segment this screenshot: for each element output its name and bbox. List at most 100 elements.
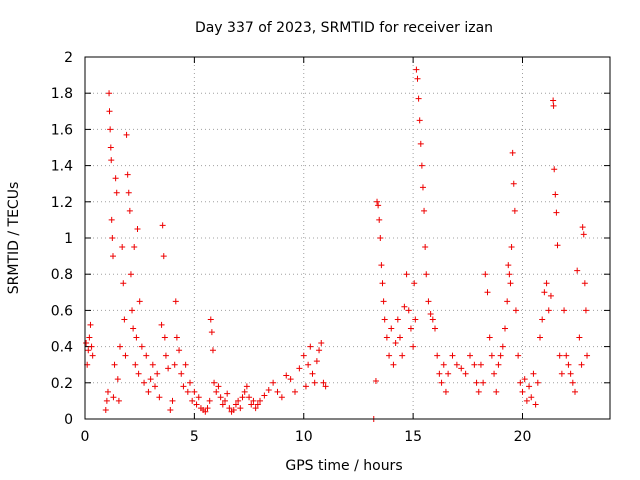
data-point [545, 307, 552, 314]
data-point [462, 370, 469, 377]
data-point [235, 397, 242, 404]
data-point [381, 316, 388, 323]
data-point [107, 144, 114, 151]
data-point [224, 390, 231, 397]
data-point [506, 271, 513, 278]
data-point [158, 321, 165, 328]
data-point [108, 216, 115, 223]
data-point [265, 387, 272, 394]
y-tick-label: 2 [64, 50, 73, 66]
data-point [429, 316, 436, 323]
data-point [561, 307, 568, 314]
data-point [261, 392, 268, 399]
data-point [390, 361, 397, 368]
data-point [392, 339, 399, 346]
data-point [141, 379, 148, 386]
data-point [147, 376, 154, 383]
data-point [113, 189, 120, 196]
data-point [257, 397, 263, 404]
x-tick-label: 0 [81, 429, 90, 445]
data-point [131, 244, 138, 251]
data-point [504, 298, 511, 305]
data-point [449, 352, 456, 359]
data-point [567, 370, 574, 377]
data-point [576, 334, 583, 341]
data-point [211, 379, 218, 386]
data-point [120, 280, 127, 287]
data-point [241, 388, 248, 395]
data-point [189, 397, 196, 404]
data-point [558, 370, 565, 377]
data-point [178, 370, 185, 377]
data-point [510, 180, 517, 187]
data-point [230, 406, 237, 413]
data-point [432, 325, 438, 332]
data-point [412, 316, 419, 323]
data-point [313, 358, 320, 365]
data-point [383, 334, 390, 341]
x-tick-labels: 0 5 10 15 20 [81, 429, 532, 445]
data-point [110, 394, 117, 401]
data-point [217, 394, 224, 401]
data-point [418, 162, 425, 169]
data-point [126, 207, 133, 214]
data-points [83, 66, 591, 422]
data-point [129, 307, 136, 314]
data-point [117, 343, 123, 350]
data-point [537, 334, 543, 341]
x-tick-label: 10 [295, 429, 313, 445]
data-point [106, 108, 113, 115]
data-point [563, 352, 570, 359]
y-tick-label: 0 [64, 412, 73, 428]
data-point [202, 408, 209, 415]
data-point [133, 334, 140, 341]
data-point [165, 365, 172, 372]
data-point [206, 397, 213, 404]
y-tick-labels: 0 0.2 0.4 0.6 0.8 1 1.2 1.4 1.6 1.8 2 [51, 50, 73, 428]
data-point [180, 383, 187, 390]
data-point [521, 376, 528, 383]
data-point [254, 401, 261, 408]
data-point [145, 388, 152, 395]
data-point [123, 131, 130, 138]
data-point [507, 280, 514, 287]
data-point [480, 379, 487, 386]
y-tick-label: 1 [64, 231, 73, 247]
data-point [156, 394, 163, 401]
data-point [547, 292, 554, 299]
data-point [556, 352, 563, 359]
data-point [296, 365, 303, 372]
y-tick-label: 1.2 [51, 195, 73, 211]
y-tick-label: 1.8 [51, 86, 73, 102]
data-point [543, 280, 550, 287]
data-point [182, 361, 189, 368]
x-tick-label: 20 [514, 429, 532, 445]
data-point [215, 383, 222, 390]
data-point [127, 271, 134, 278]
data-point [379, 280, 386, 287]
data-point [403, 271, 410, 278]
data-point [169, 397, 176, 404]
data-point [553, 209, 560, 216]
data-point [154, 370, 161, 377]
data-point [532, 401, 539, 408]
data-point [115, 397, 122, 404]
data-point [270, 379, 277, 386]
data-point [114, 376, 121, 383]
data-point [300, 352, 307, 359]
data-point [509, 149, 516, 156]
data-point [526, 383, 533, 390]
data-point [122, 352, 129, 359]
data-point [552, 191, 559, 198]
data-point [410, 343, 417, 350]
data-point [377, 235, 384, 241]
data-point [411, 280, 418, 287]
data-point [106, 90, 113, 97]
data-point [539, 316, 546, 323]
data-point [519, 388, 526, 395]
data-point [207, 316, 214, 323]
data-point [119, 244, 126, 251]
data-point [471, 361, 478, 368]
data-point [473, 379, 480, 386]
data-point [108, 157, 115, 164]
